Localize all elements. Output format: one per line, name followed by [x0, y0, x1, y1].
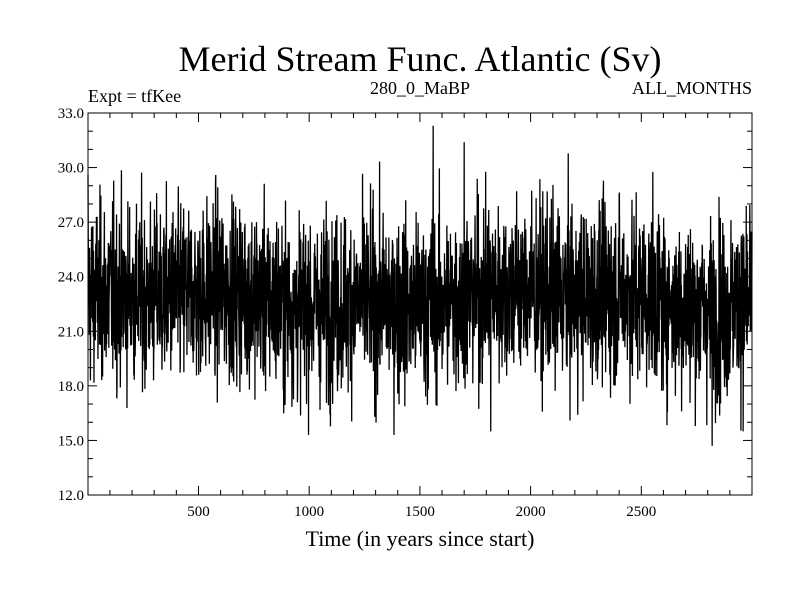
months-label: ALL_MONTHS	[632, 78, 752, 98]
x-tick-label: 2000	[516, 504, 546, 520]
y-tick-label: 33.0	[58, 106, 84, 122]
y-tick-label: 15.0	[58, 433, 84, 449]
x-tick-label: 1000	[294, 504, 324, 520]
experiment-label: Expt = tfKee	[88, 86, 182, 106]
y-tick-label: 18.0	[58, 379, 84, 395]
x-tick-label: 2500	[626, 504, 656, 520]
y-tick-label: 21.0	[58, 324, 84, 340]
y-tick-label: 30.0	[58, 161, 84, 177]
y-tick-label: 27.0	[58, 215, 84, 231]
series-line	[87, 125, 753, 446]
period-label: 280_0_MaBP	[369, 78, 470, 98]
x-axis-label: Time (in years since start)	[305, 526, 535, 551]
x-tick-label: 1500	[405, 504, 435, 520]
x-tick-label: 500	[187, 504, 210, 520]
y-tick-label: 24.0	[58, 270, 84, 286]
chart-title: Merid Stream Func. Atlantic (Sv)	[178, 39, 662, 79]
y-tick-label: 12.0	[58, 488, 84, 504]
